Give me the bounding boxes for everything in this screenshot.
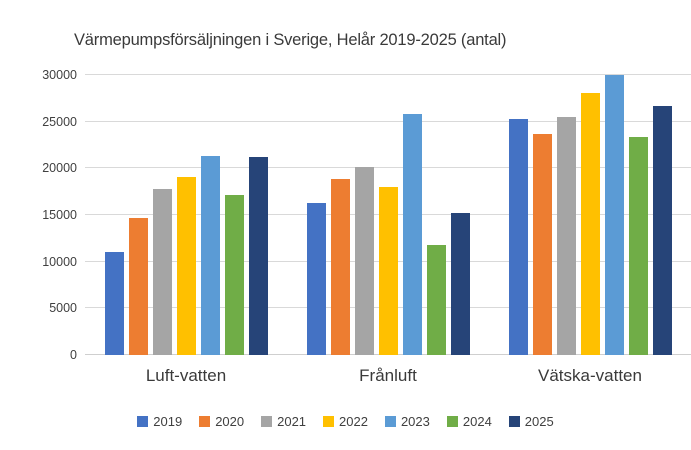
- bar-2020-luft-vatten: [129, 217, 148, 355]
- legend-swatch-icon: [446, 416, 458, 427]
- bar-2023-vätska-vatten: [605, 75, 624, 355]
- bar-2025-vätska-vatten: [653, 105, 672, 355]
- y-tick-label: 20000: [42, 161, 77, 176]
- legend-label: 2020: [215, 414, 245, 429]
- bar-2023-luft-vatten: [201, 156, 220, 355]
- bar-2021-frånluft: [355, 167, 374, 355]
- category-label-frånluft: Frånluft: [359, 366, 417, 385]
- legend-item-2024: 2024: [446, 414, 492, 429]
- legend-item-2022: 2022: [323, 414, 368, 429]
- bar-2025-luft-vatten: [249, 157, 268, 355]
- legend-label: 2024: [462, 414, 492, 429]
- bar-2021-vätska-vatten: [557, 117, 576, 355]
- legend-swatch-icon: [323, 416, 335, 427]
- legend-swatch-icon: [261, 416, 273, 427]
- y-tick-label: 15000: [42, 208, 77, 222]
- legend-swatch-icon: [137, 416, 149, 427]
- legend: 2019 2020 2021 2022 2023 2024 2025: [0, 414, 691, 429]
- bar-2022-vätska-vatten: [581, 92, 600, 355]
- legend-label: 2021: [277, 414, 307, 429]
- category-label-vätska-vatten: Vätska-vatten: [538, 366, 642, 385]
- bar-2019-frånluft: [307, 202, 326, 355]
- legend-swatch-icon: [508, 416, 520, 427]
- chart-title: Värmepumpsförsäljningen i Sverige, Helår…: [74, 31, 507, 49]
- legend-item-2021: 2021: [261, 414, 306, 429]
- legend-swatch-icon: [199, 416, 211, 427]
- legend-label: 2019: [153, 414, 183, 429]
- y-tick-label: 25000: [42, 114, 77, 129]
- category-label-luft-vatten: Luft-vatten: [145, 366, 227, 385]
- bar-2021-luft-vatten: [153, 188, 172, 355]
- legend-item-2020: 2020: [199, 414, 244, 429]
- legend-swatch-icon: [384, 416, 396, 427]
- bar-2024-luft-vatten: [225, 195, 244, 355]
- bar-2023-frånluft: [403, 114, 422, 355]
- bar-2024-frånluft: [427, 244, 446, 355]
- bar-2019-vätska-vatten: [509, 118, 528, 355]
- legend-item-2023: 2023: [384, 414, 430, 429]
- bar-2022-frånluft: [379, 187, 398, 355]
- bar-2024-vätska-vatten: [629, 136, 648, 355]
- bar-2025-frånluft: [451, 213, 470, 355]
- bar-2020-frånluft: [331, 178, 350, 355]
- y-tick-label: 30000: [42, 68, 77, 82]
- y-tick-label: 0: [70, 348, 77, 362]
- legend-item-2025: 2025: [508, 414, 554, 429]
- gridline: [85, 74, 691, 75]
- legend-label: 2025: [524, 414, 554, 429]
- gridline: [85, 120, 691, 122]
- plot-area: [85, 74, 691, 355]
- y-tick-label: 10000: [42, 254, 77, 269]
- y-tick-label: 5000: [49, 301, 77, 316]
- gridline: [85, 167, 691, 169]
- bar-2020-vätska-vatten: [533, 133, 552, 355]
- legend-item-2019: 2019: [137, 414, 182, 429]
- legend-label: 2022: [339, 414, 368, 429]
- bar-2022-luft-vatten: [177, 176, 196, 355]
- bar-2019-luft-vatten: [105, 252, 124, 355]
- legend-label: 2023: [400, 414, 430, 429]
